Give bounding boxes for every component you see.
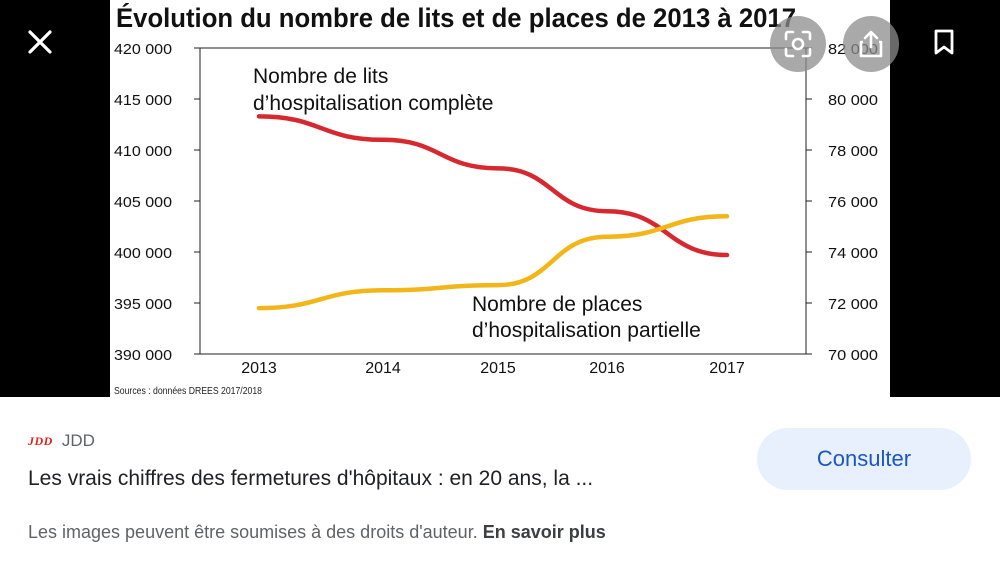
right-tick-label: 80 000 bbox=[828, 92, 878, 109]
data-point bbox=[496, 283, 500, 288]
left-tick-label: 395 000 bbox=[114, 296, 172, 313]
line-chart: Évolution du nombre de lits et de places… bbox=[114, 2, 878, 397]
x-tick-label: 2017 bbox=[709, 360, 745, 377]
data-point bbox=[605, 209, 609, 214]
data-point bbox=[381, 137, 385, 142]
chart-title: Évolution du nombre de lits et de places… bbox=[116, 2, 796, 33]
data-point bbox=[257, 114, 261, 119]
copyright-text: Les images peuvent être soumises à des d… bbox=[28, 522, 478, 542]
data-point bbox=[381, 288, 385, 293]
x-tick-label: 2014 bbox=[365, 360, 401, 377]
chart-image[interactable]: Évolution du nombre de lits et de places… bbox=[110, 0, 890, 397]
share-button[interactable] bbox=[843, 16, 899, 72]
bookmark-icon bbox=[934, 29, 954, 55]
data-point bbox=[496, 166, 500, 171]
result-headline[interactable]: Les vrais chiffres des fermetures d'hôpi… bbox=[28, 467, 594, 490]
left-tick-label: 400 000 bbox=[114, 245, 172, 262]
right-tick-label: 72 000 bbox=[828, 296, 878, 313]
image-viewer: Évolution du nombre de lits et de places… bbox=[18, 0, 966, 397]
series-labels: Nombre de lits d’hospitalisation complète… bbox=[253, 65, 701, 342]
series-line-lits bbox=[256, 114, 730, 258]
consult-button[interactable]: Consulter bbox=[757, 428, 971, 490]
close-icon bbox=[28, 30, 52, 54]
save-button[interactable] bbox=[922, 20, 966, 64]
right-tick-label: 70 000 bbox=[828, 347, 878, 364]
data-point bbox=[257, 306, 261, 311]
right-tick-label: 74 000 bbox=[828, 245, 878, 262]
chart-source: Sources : données DREES 2017/2018 bbox=[114, 386, 262, 397]
left-tick-label: 405 000 bbox=[114, 194, 172, 211]
series-label: d’hospitalisation partielle bbox=[472, 319, 701, 342]
series-label: d’hospitalisation complète bbox=[253, 92, 493, 115]
right-tick-label: 76 000 bbox=[828, 194, 878, 211]
series-label: Nombre de lits bbox=[253, 65, 388, 88]
learn-more-link[interactable]: En savoir plus bbox=[482, 522, 606, 542]
copyright-notice: Les images peuvent être soumises à des d… bbox=[28, 522, 606, 543]
data-point bbox=[725, 253, 729, 258]
source-name: JDD bbox=[61, 431, 95, 450]
x-tick-label: 2013 bbox=[241, 360, 277, 377]
series-lines bbox=[256, 114, 730, 311]
data-point bbox=[605, 234, 609, 239]
data-point bbox=[725, 214, 729, 219]
lens-icon bbox=[784, 30, 812, 58]
right-tick-label: 78 000 bbox=[828, 143, 878, 160]
source-row[interactable]: JDD JDD bbox=[28, 431, 95, 451]
left-tick-label: 415 000 bbox=[114, 92, 172, 109]
close-button[interactable] bbox=[18, 20, 62, 64]
source-logo: JDD bbox=[28, 433, 53, 448]
share-icon bbox=[859, 30, 883, 58]
left-tick-label: 410 000 bbox=[114, 143, 172, 160]
left-axis: 420 000 415 000 410 000 405 000 400 000 395 0… bbox=[114, 41, 200, 364]
x-tick-label: 2016 bbox=[589, 360, 625, 377]
left-tick-label: 390 000 bbox=[114, 347, 172, 364]
x-tick-label: 2015 bbox=[480, 360, 516, 377]
x-axis: 2013 2014 2015 2016 2017 bbox=[241, 360, 745, 377]
lens-button[interactable] bbox=[770, 16, 826, 72]
plot-frame bbox=[199, 47, 807, 355]
left-tick-label: 420 000 bbox=[114, 41, 172, 58]
series-label: Nombre de places bbox=[472, 293, 642, 316]
